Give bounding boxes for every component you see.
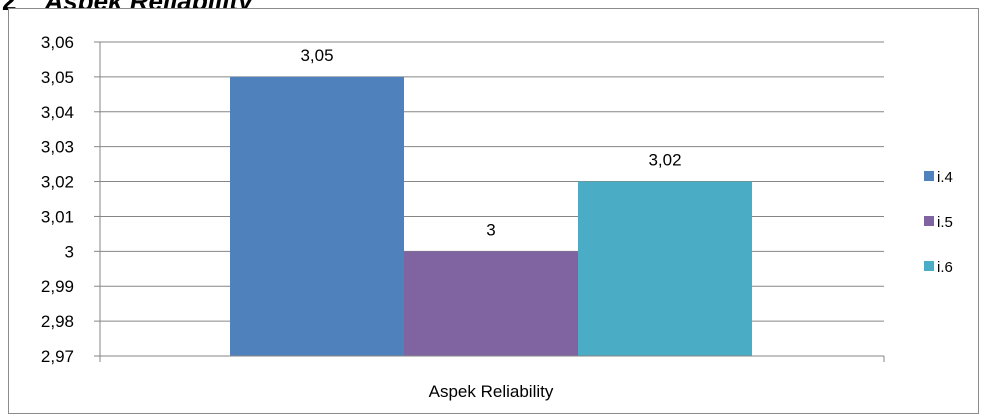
y-tick-label: 2,98 (41, 312, 74, 331)
bar-i.6 (578, 181, 752, 356)
x-axis-categories: Aspek Reliability (429, 382, 554, 401)
legend-label-i.6: i.6 (937, 259, 953, 276)
bar-i.5 (404, 251, 578, 356)
y-axis-ticks: 3,06 3,05 3,04 3,03 3,02 3,01 3 2,99 2,98 2,97 (41, 33, 74, 366)
data-label-i.6: 3,02 (648, 151, 681, 170)
legend-label-i.4: i.4 (937, 169, 953, 186)
data-labels: 3,05 3 3,02 (300, 46, 681, 239)
y-tick-label: 3,02 (41, 173, 74, 192)
legend-label-i.5: i.5 (937, 214, 953, 231)
legend-swatch-i.4 (924, 171, 934, 181)
legend-swatch-i.6 (924, 261, 934, 271)
data-label-i.4: 3,05 (300, 46, 333, 65)
y-tick-label: 3 (65, 242, 74, 261)
y-tick-label: 3,01 (41, 207, 74, 226)
y-tick-label: 3,05 (41, 68, 74, 87)
bar-i.4 (230, 76, 404, 356)
bars (230, 76, 752, 356)
legend: i.4 i.5 i.6 (924, 169, 953, 276)
y-tick-label: 3,04 (41, 103, 74, 122)
legend-swatch-i.5 (924, 216, 934, 226)
y-tick-label: 2,99 (41, 277, 74, 296)
axes (99, 42, 885, 362)
data-label-i.5: 3 (486, 220, 495, 239)
y-tick-label: 3,06 (41, 33, 74, 52)
x-category-label: Aspek Reliability (429, 382, 554, 401)
y-tick-label: 3,03 (41, 138, 74, 157)
y-tick-label: 2,97 (41, 347, 74, 366)
